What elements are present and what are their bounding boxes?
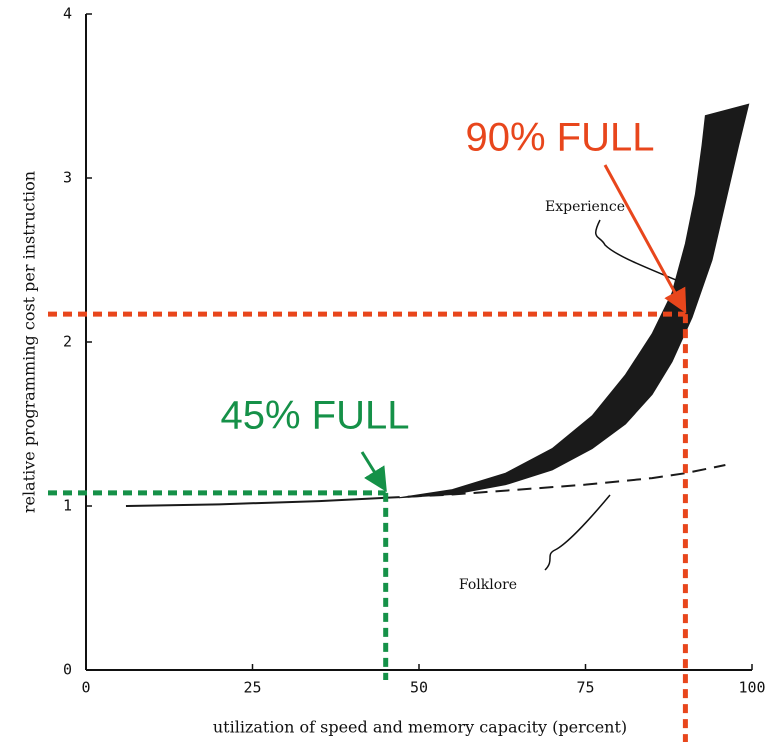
x-tick-label: 50 [410,679,428,697]
y-axis-label: relative programming cost per instructio… [20,171,39,513]
x-tick-label: 0 [81,679,90,697]
experience-band [398,103,750,499]
series-label: Folklore [459,577,517,593]
marker-label: 45% FULL [221,394,410,438]
y-tick-label: 3 [63,169,72,187]
y-tick-label: 0 [63,661,72,679]
marker-label: 90% FULL [466,116,655,160]
marker-arrow [603,164,687,314]
x-tick-label: 75 [576,679,594,697]
series-label: Experience [545,199,625,215]
y-tick-label: 4 [63,5,72,23]
label-pointer [595,219,677,281]
x-tick-label: 25 [243,679,261,697]
folklore-line [125,464,726,507]
y-tick-label: 2 [63,333,72,351]
x-axis-label: utilization of speed and memory capacity… [213,718,627,737]
y-tick-label: 1 [63,497,72,515]
x-tick-label: 100 [738,679,765,697]
label-pointer [544,494,611,571]
marker-arrow [360,451,387,492]
